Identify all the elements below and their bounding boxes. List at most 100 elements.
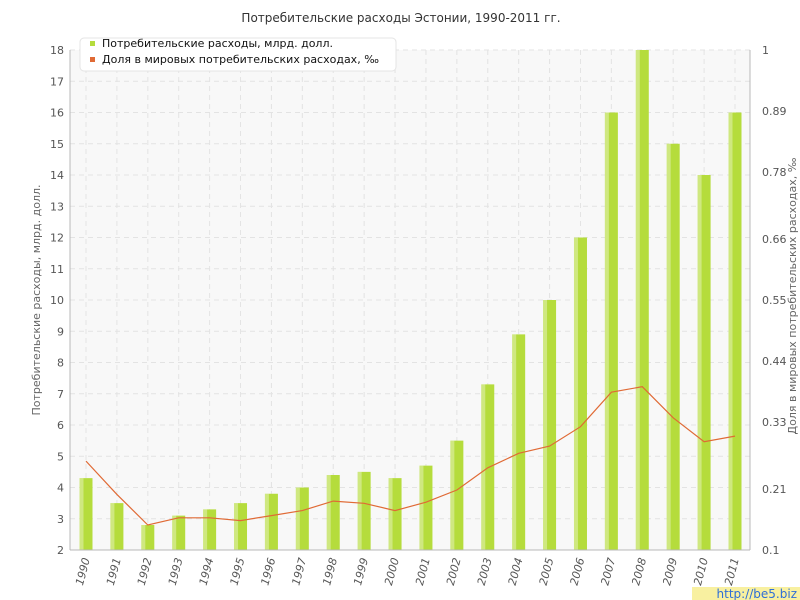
x-tick-label: 2010 <box>691 556 711 586</box>
y2-axis-label: Доля в мировых потребительских расходах,… <box>786 157 799 434</box>
bar-highlight <box>203 509 208 550</box>
y-tick-label: 17 <box>50 75 64 88</box>
bar <box>573 237 587 550</box>
chart-title: Потребительские расходы Эстонии, 1990-20… <box>241 11 560 25</box>
bar-highlight <box>697 175 702 550</box>
bar <box>728 112 742 550</box>
y-tick-label: 8 <box>57 357 64 370</box>
bar-highlight <box>234 503 239 550</box>
bar-highlight <box>110 503 115 550</box>
bar-highlight <box>326 475 331 550</box>
bar-highlight <box>295 487 300 550</box>
x-tick-label: 1999 <box>351 556 371 586</box>
x-tick-label: 1990 <box>73 556 93 586</box>
x-tick-label: 1994 <box>197 556 217 586</box>
x-tick-label: 1993 <box>166 556 186 586</box>
bar <box>79 478 93 550</box>
x-tick-label: 2005 <box>537 556 557 586</box>
bar <box>295 487 309 550</box>
legend-swatch-spending <box>90 41 95 46</box>
bar <box>388 478 402 550</box>
bar <box>264 493 278 550</box>
y-tick-label: 7 <box>57 388 64 401</box>
bar-highlight <box>450 440 455 550</box>
x-tick-label: 2003 <box>475 556 495 586</box>
bar <box>635 50 649 550</box>
bar <box>172 515 186 550</box>
bar <box>697 175 711 550</box>
y-tick-label: 14 <box>50 169 64 182</box>
y2-tick-label: 0.33 <box>762 416 787 429</box>
x-tick-label: 2001 <box>413 556 433 586</box>
bar <box>666 143 680 550</box>
y2-tick-label: 0.66 <box>762 233 787 246</box>
x-tick-label: 1992 <box>135 556 155 586</box>
x-tick-label: 1998 <box>320 556 340 586</box>
bar-highlight <box>388 478 393 550</box>
y-tick-label: 11 <box>50 263 64 276</box>
x-tick-label: 2002 <box>444 556 464 586</box>
x-tick-label: 1997 <box>289 556 309 586</box>
y-tick-label: 16 <box>50 107 64 120</box>
legend-swatch-share <box>90 57 95 62</box>
bar-highlight <box>264 493 269 550</box>
y-axis-label: Потребительские расходы, млрд. долл. <box>30 185 43 416</box>
bar-highlight <box>543 300 548 550</box>
bar-highlight <box>635 50 640 550</box>
y2-tick-label: 0.1 <box>762 544 780 557</box>
y-tick-label: 18 <box>50 44 64 57</box>
legend-box <box>79 37 397 72</box>
x-tick-label: 1991 <box>104 556 124 586</box>
y-tick-label: 15 <box>50 138 64 151</box>
bar-highlight <box>419 465 424 550</box>
bar <box>326 475 340 550</box>
bar <box>234 503 248 550</box>
y-tick-label: 9 <box>57 325 64 338</box>
right-tick-labels: 0.1 0.21 0.33 0.44 0.55 0.66 0.78 0.89 1 <box>762 44 787 557</box>
x-tick-labels: 1990 1991 1992 1993 1994 1995 1996 1997 1998 1999… <box>73 556 742 586</box>
y2-tick-label: 0.55 <box>762 294 787 307</box>
bar-highlight <box>512 334 517 550</box>
bar-highlight <box>357 471 362 550</box>
y-tick-label: 2 <box>57 544 64 557</box>
bar-highlight <box>604 112 609 550</box>
x-tick-label: 2000 <box>382 556 402 586</box>
y2-tick-label: 1 <box>762 44 769 57</box>
bar <box>203 509 217 550</box>
bar <box>543 300 557 550</box>
y-tick-label: 6 <box>57 419 64 432</box>
y2-tick-label: 0.78 <box>762 166 787 179</box>
legend-label-spending: Потребительские расходы, млрд. долл. <box>102 37 333 50</box>
bar-highlight <box>172 515 177 550</box>
bar-highlight <box>141 525 146 550</box>
y2-tick-label: 0.21 <box>762 483 787 496</box>
bar-highlight <box>481 384 486 550</box>
bar <box>450 440 464 550</box>
legend-label-share: Доля в мировых потребительских расходах,… <box>102 53 379 66</box>
bar <box>604 112 618 550</box>
bar <box>512 334 526 550</box>
bar <box>141 525 155 550</box>
x-tick-label: 2006 <box>568 556 588 586</box>
bar-series <box>79 50 742 550</box>
x-tick-label: 2009 <box>660 556 680 586</box>
x-tick-label: 1995 <box>228 556 248 586</box>
x-tick-label: 2011 <box>722 556 742 586</box>
y-tick-label: 3 <box>57 513 64 526</box>
bar-highlight <box>666 143 671 550</box>
left-tick-labels: 2 3 4 5 6 7 8 9 10 11 12 13 14 15 16 17 18 <box>50 44 64 557</box>
legend: Потребительские расходы, млрд. долл. Дол… <box>79 37 397 72</box>
y-tick-label: 13 <box>50 200 64 213</box>
y-tick-label: 10 <box>50 294 64 307</box>
bar-highlight <box>79 478 84 550</box>
x-tick-label: 2008 <box>629 556 649 586</box>
y-tick-label: 4 <box>57 482 64 495</box>
x-tick-label: 2004 <box>506 556 526 586</box>
watermark-text: http://be5.biz <box>717 587 797 600</box>
bar <box>419 465 433 550</box>
y-tick-label: 5 <box>57 450 64 463</box>
y2-tick-label: 0.89 <box>762 105 787 118</box>
x-tick-label: 1996 <box>259 556 279 586</box>
x-tick-label: 2007 <box>598 556 618 586</box>
